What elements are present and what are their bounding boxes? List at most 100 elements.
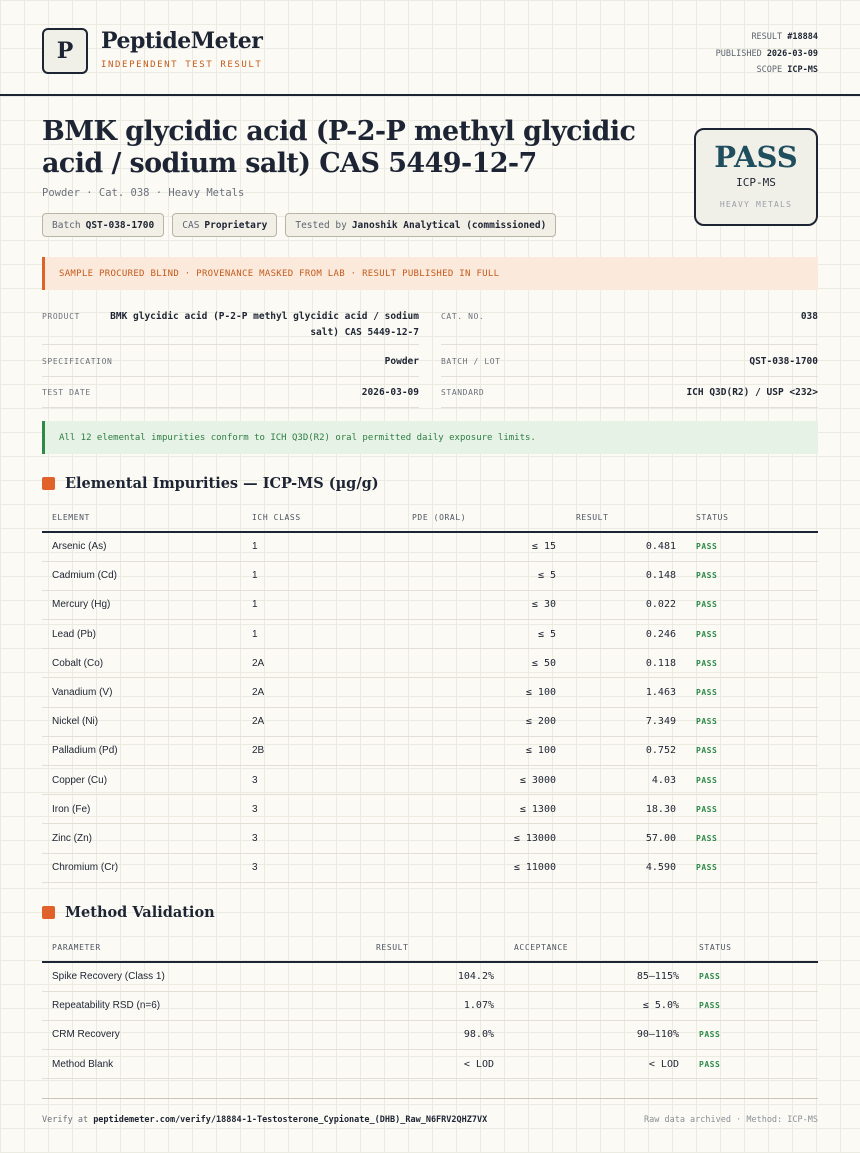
acceptance-cell: ≤ 5.0% <box>504 991 689 1021</box>
result-cell: 0.752 <box>566 736 686 767</box>
parameter-cell: Repeatability RSD (n=6) <box>42 991 314 1021</box>
parameter-cell: Method Blank <box>42 1049 314 1080</box>
status-badge: PASS <box>696 629 718 639</box>
ich-class-cell: 3 <box>242 765 402 796</box>
ich-class-cell: 2A <box>242 648 402 679</box>
chip-tested-by: Tested by Janoshik Analytical (commission… <box>285 213 557 237</box>
pde-cell: ≤ 1300 <box>402 794 566 825</box>
brand-tagline: INDEPENDENT TEST RESULT <box>101 60 263 70</box>
section-heading: Method Validation <box>65 904 215 921</box>
column-header: RESULT <box>566 503 686 533</box>
table-row: Mercury (Hg) 1 ≤ 30 0.022 PASS <box>42 590 818 621</box>
pde-cell: ≤ 3000 <box>402 765 566 796</box>
verify-link[interactable]: peptidemeter.com/verify/18884-1-Testoste… <box>93 1115 488 1125</box>
table-row: Cobalt (Co) 2A ≤ 50 0.118 PASS <box>42 648 818 679</box>
meta-scope: SCOPE ICP-MS <box>756 65 818 75</box>
table-row: Zinc (Zn) 3 ≤ 13000 57.00 PASS <box>42 823 818 854</box>
ich-class-cell: 3 <box>242 823 402 854</box>
info-label: TEST DATE <box>42 388 91 397</box>
parameter-cell: Spike Recovery (Class 1) <box>42 962 314 992</box>
status-cell: PASS <box>686 561 818 591</box>
validation-table: PARAMETER RESULT ACCEPTANCE STATUS Spike… <box>42 933 818 1080</box>
element-cell: Chromium (Cr) <box>42 853 242 883</box>
element-cell: Vanadium (V) <box>42 677 242 708</box>
product-subtitle: Powder · Cat. 038 · Heavy Metals <box>42 187 245 199</box>
table-row: Cadmium (Cd) 1 ≤ 5 0.148 PASS <box>42 561 818 591</box>
status-badge: PASS <box>696 542 718 552</box>
status-badge: PASS <box>696 863 718 873</box>
pde-cell: ≤ 100 <box>402 736 566 767</box>
result-cell: 0.246 <box>566 619 686 650</box>
status-cell: PASS <box>689 991 818 1021</box>
table-row: Method Blank < LOD < LOD PASS <box>42 1049 818 1080</box>
info-value: 2026-03-09 <box>361 387 419 398</box>
table-header-row: PARAMETER RESULT ACCEPTANCE STATUS <box>42 933 818 963</box>
element-cell: Zinc (Zn) <box>42 823 242 854</box>
pde-cell: ≤ 15 <box>402 532 566 562</box>
result-cell: 0.148 <box>566 561 686 591</box>
ich-class-cell: 1 <box>242 561 402 591</box>
status-badge: PASS <box>696 571 718 581</box>
info-cat-no: CAT. NO. 038 <box>441 307 818 345</box>
info-test-date: TEST DATE 2026-03-09 <box>42 384 419 408</box>
pde-cell: ≤ 30 <box>402 590 566 621</box>
info-value: Powder <box>384 356 419 367</box>
column-header: ICH CLASS <box>242 503 402 533</box>
info-label: CAT. NO. <box>441 312 485 321</box>
chip-batch: Batch QST-038-1700 <box>42 213 165 237</box>
column-header: ACCEPTANCE <box>504 933 689 963</box>
table-row: Repeatability RSD (n=6) 1.07% ≤ 5.0% PASS <box>42 991 818 1021</box>
result-cell: 57.00 <box>566 823 686 854</box>
column-header: STATUS <box>686 503 818 533</box>
table-row: CRM Recovery 98.0% 90–110% PASS <box>42 1020 818 1051</box>
page-header: P PeptideMeter INDEPENDENT TEST RESULT R… <box>0 0 860 96</box>
status-badge: PASS <box>696 658 718 668</box>
column-header: RESULT <box>314 933 504 963</box>
status-cell: PASS <box>689 962 818 992</box>
status-badge: PASS <box>696 775 718 785</box>
info-label: BATCH / LOT <box>441 357 501 366</box>
status-cell: PASS <box>686 823 818 854</box>
impurities-section-title: Elemental Impurities — ICP-MS (µg/g) <box>42 475 379 492</box>
info-product: PRODUCT BMK glycidic acid (P-2-P methyl … <box>42 307 419 345</box>
result-cell: 104.2% <box>314 962 504 992</box>
ich-class-cell: 2B <box>242 736 402 767</box>
status-badge: PASS <box>696 688 718 698</box>
procurement-banner: SAMPLE PROCURED BLIND · PROVENANCE MASKE… <box>42 257 818 290</box>
pde-cell: ≤ 200 <box>402 707 566 737</box>
status-cell: PASS <box>686 590 818 621</box>
status-badge: PASS <box>696 833 718 843</box>
meta-published: PUBLISHED 2026-03-09 <box>715 48 818 59</box>
verdict-category: HEAVY METALS <box>719 200 793 209</box>
status-cell: PASS <box>686 707 818 737</box>
element-cell: Arsenic (As) <box>42 532 242 562</box>
table-header-row: ELEMENT ICH CLASS PDE (ORAL) RESULT STAT… <box>42 503 818 533</box>
element-cell: Lead (Pb) <box>42 619 242 650</box>
verdict-text: PASS <box>714 140 798 174</box>
product-chips: Batch QST-038-1700 CAS Proprietary Tested … <box>42 213 557 237</box>
acceptance-cell: 90–110% <box>504 1020 689 1051</box>
status-cell: PASS <box>689 1020 818 1051</box>
result-cell: 98.0% <box>314 1020 504 1051</box>
status-cell: PASS <box>686 648 818 679</box>
status-badge: PASS <box>696 717 718 727</box>
status-cell: PASS <box>686 619 818 650</box>
status-badge: PASS <box>696 804 718 814</box>
validation-section-title: Method Validation <box>42 904 215 921</box>
status-cell: PASS <box>686 794 818 825</box>
info-label: STANDARD <box>441 388 485 397</box>
chip-cas: CAS Proprietary <box>172 213 278 237</box>
column-header: PARAMETER <box>42 933 314 963</box>
info-label: PRODUCT <box>42 312 80 321</box>
ich-class-cell: 3 <box>242 794 402 825</box>
table-row: Vanadium (V) 2A ≤ 100 1.463 PASS <box>42 677 818 708</box>
status-badge: PASS <box>699 972 721 982</box>
section-marker-icon <box>42 906 55 919</box>
section-heading: Elemental Impurities — ICP-MS (µg/g) <box>65 475 379 492</box>
ich-class-cell: 2A <box>242 707 402 737</box>
result-cell: 7.349 <box>566 707 686 737</box>
pde-cell: ≤ 11000 <box>402 853 566 883</box>
verdict-method: ICP-MS <box>736 176 776 189</box>
page-footer: Verify at peptidemeter.com/verify/18884-… <box>42 1098 818 1138</box>
result-meta: RESULT #18884 PUBLISHED 2026-03-09 SCOPE… <box>716 29 818 79</box>
